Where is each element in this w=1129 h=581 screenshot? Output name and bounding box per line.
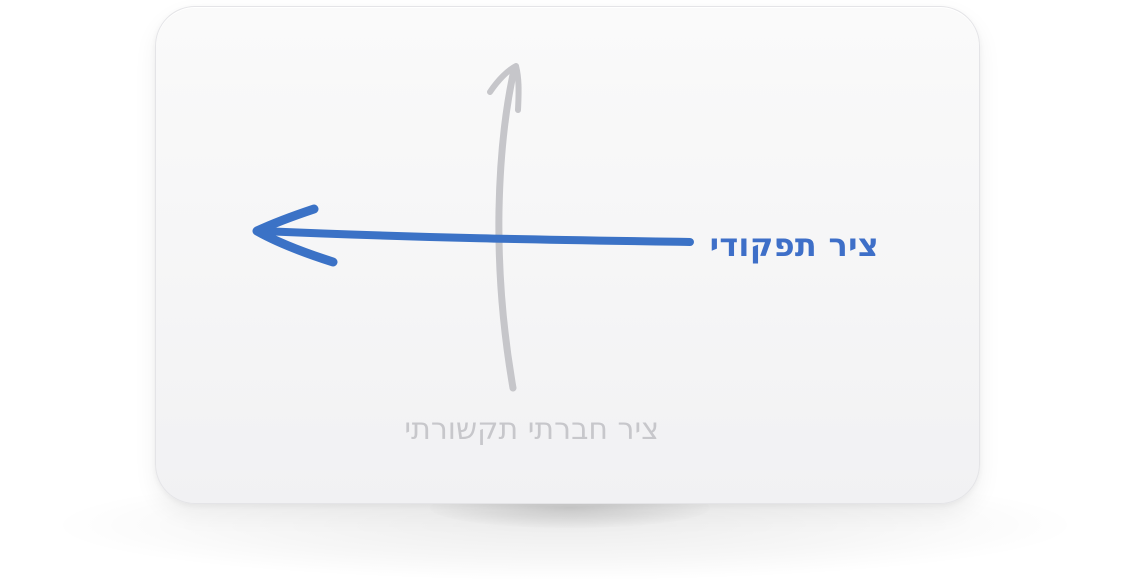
social-axis-arrow xyxy=(487,63,522,392)
functional-axis-arrow xyxy=(252,204,694,267)
functional-axis-label: ציר תפקודי xyxy=(709,226,879,264)
axes-card xyxy=(155,6,980,504)
social-axis-label: ציר חברתי תקשורתי xyxy=(404,412,659,447)
